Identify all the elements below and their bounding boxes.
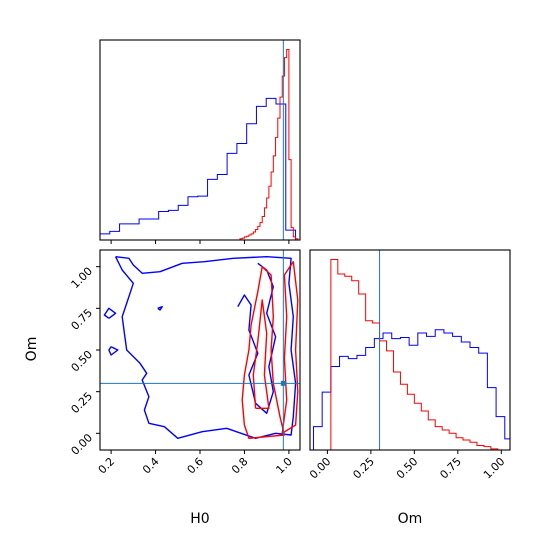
contour-line-2 — [108, 346, 119, 356]
contour-line-4 — [157, 306, 163, 311]
om-xtick-label-1: 0.25 — [350, 455, 377, 482]
h0-hist-series-0 — [100, 97, 297, 240]
contour-xtick-label-3: 0.8 — [229, 455, 251, 477]
h0-hist-plot-area — [100, 40, 300, 240]
contour-ytick-label-3: 0.75 — [69, 306, 96, 333]
contour-plot-area — [100, 250, 300, 450]
contour-xtick-label-0: 0.2 — [96, 455, 118, 477]
contour-line-0 — [114, 256, 297, 439]
h0-om-contour-panel: 0.2 0.4 0.6 0.8 1.0 0.00 0.25 0.50 0.75 1.00 — [69, 249, 301, 477]
contour-xtick-label-1: 0.4 — [140, 455, 162, 477]
h0-hist-frame — [99, 39, 301, 241]
om-hist-series-1 — [330, 259, 499, 450]
contour-line-6 — [281, 261, 299, 434]
contour-ytick-label-2: 0.50 — [69, 348, 96, 375]
contour-ytick-label-1: 0.25 — [69, 390, 96, 417]
om-xtick-label-2: 0.50 — [394, 455, 421, 482]
h0-marginal-panel — [99, 39, 301, 244]
contour-line-7 — [252, 299, 270, 409]
contour-line-5 — [241, 266, 286, 439]
om-hist-frame — [309, 249, 511, 451]
x-axis-label-h0: H0 — [190, 511, 209, 527]
contour-line-3 — [103, 307, 117, 319]
contour-xtick-label-4: 1.0 — [273, 455, 295, 477]
om-xtick-label-3: 0.75 — [437, 455, 464, 482]
contour-ytick-label-0: 0.00 — [69, 431, 96, 458]
truth-point-marker — [280, 380, 286, 386]
om-hist-plot-area — [312, 250, 510, 450]
om-hist-series-0 — [312, 329, 510, 450]
om-xtick-label-4: 1.00 — [481, 455, 508, 482]
contour-ytick-label-4: 1.00 — [69, 265, 96, 292]
contour-line-1 — [237, 262, 277, 414]
om-marginal-panel: 0.00 0.25 0.50 0.75 1.00 — [307, 249, 511, 482]
om-xtick-label-0: 0.00 — [307, 455, 334, 482]
contour-xtick-label-2: 0.6 — [185, 455, 207, 477]
x-axis-label-om: Om — [398, 511, 423, 527]
y-axis-label-om: Om — [24, 337, 40, 362]
h0-hist-series-1 — [237, 49, 300, 240]
